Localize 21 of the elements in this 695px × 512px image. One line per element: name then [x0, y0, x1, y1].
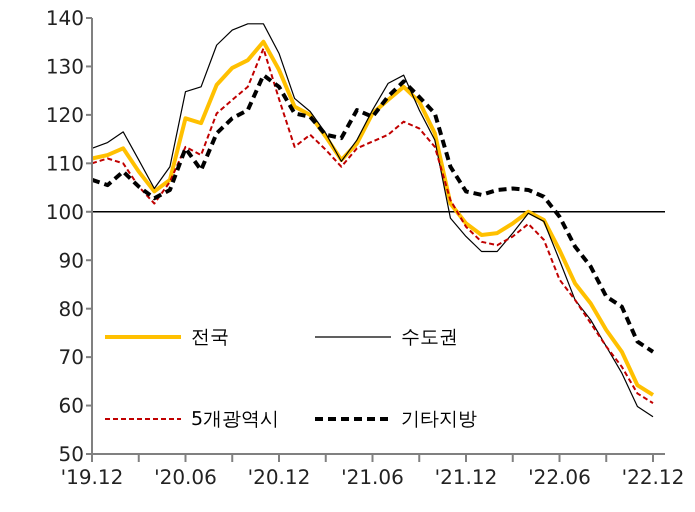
legend-label: 수도권 — [401, 325, 458, 350]
x-tick-label: '19.12 — [60, 465, 124, 489]
y-tick-label: 80 — [58, 296, 84, 321]
legend-label: 5개광역시 — [191, 407, 280, 432]
legend-label: 전국 — [191, 325, 229, 350]
y-tick-label: 100 — [46, 200, 84, 224]
x-tick-label: '21.06 — [341, 465, 404, 489]
y-tick-label: 120 — [46, 102, 84, 127]
x-tick-label: '20.06 — [154, 465, 217, 489]
y-tick-label: 70 — [58, 345, 84, 370]
x-tick-label: '20.12 — [248, 465, 310, 489]
y-tick-label: 50 — [58, 442, 84, 466]
x-tick-label: '22.06 — [528, 465, 591, 489]
y-tick-label: 110 — [46, 151, 84, 176]
y-tick-label: 140 — [46, 6, 84, 30]
legend-label: 기타지방 — [401, 407, 477, 432]
y-tick-label: 90 — [58, 248, 84, 272]
y-tick-label: 130 — [46, 54, 84, 79]
x-tick-label: '21.12 — [434, 465, 498, 489]
x-tick-label: '22.12 — [622, 465, 684, 489]
y-tick-label: 60 — [58, 394, 84, 418]
